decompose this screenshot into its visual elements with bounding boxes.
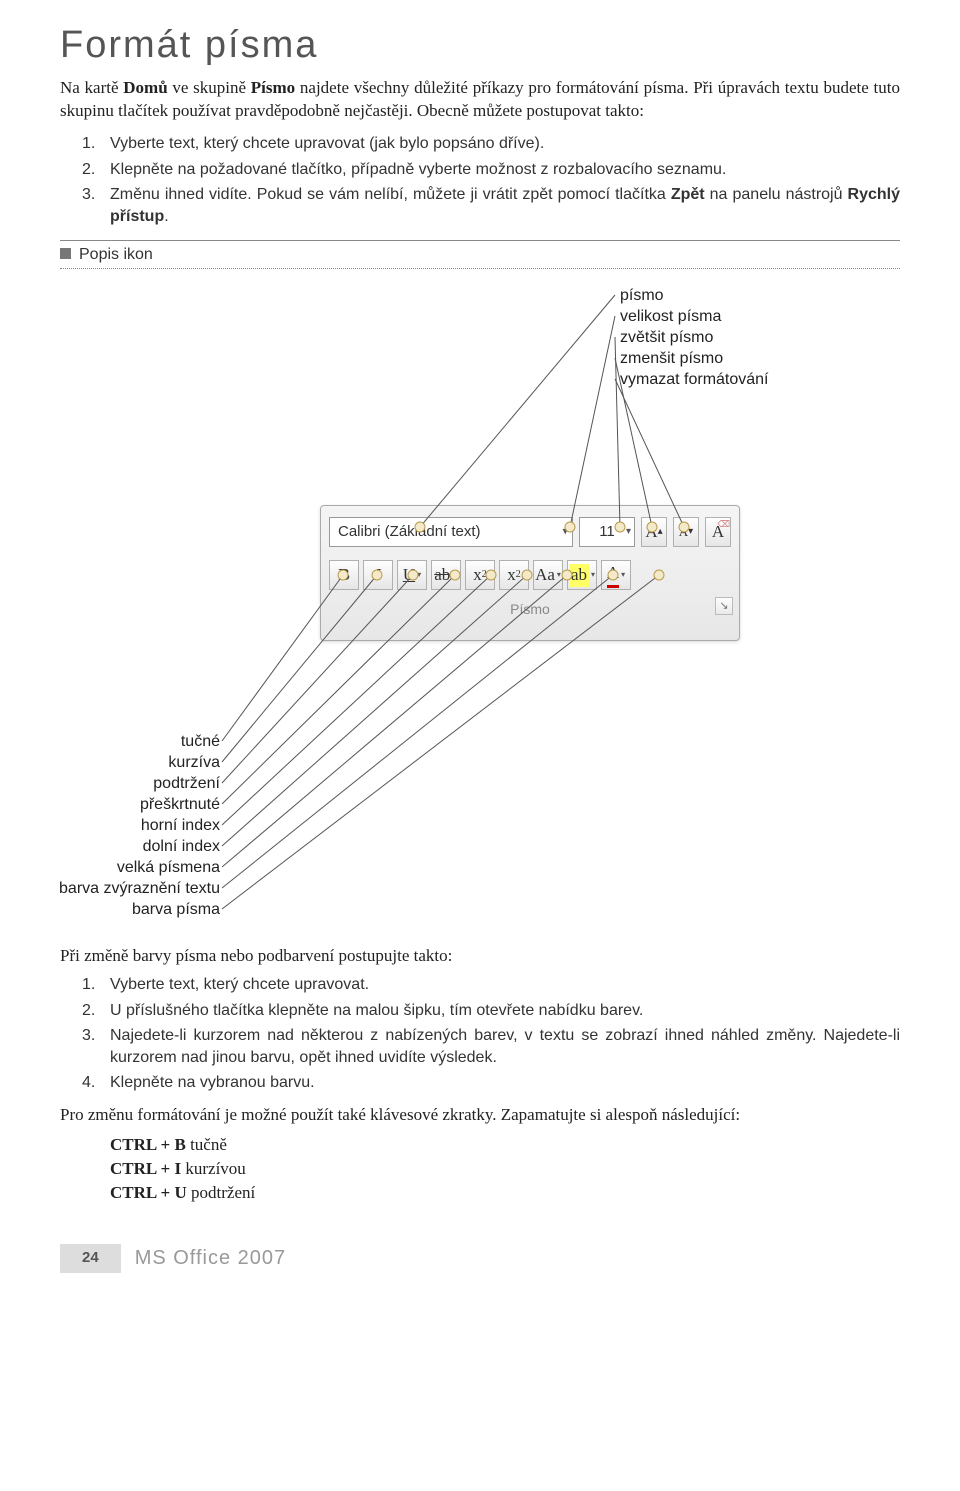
step-item: 3.Najedete-li kurzorem nad některou z na…: [110, 1025, 900, 1068]
intro-paragraph: Na kartě Domů ve skupině Písmo najdete v…: [60, 77, 900, 123]
step-item: 4.Klepněte na vybranou barvu.: [110, 1072, 900, 1094]
icon-diagram: písmo velikost písma zvětšit písmo zmenš…: [60, 275, 900, 935]
shortcut-item: CTRL + I kurzívou: [110, 1157, 900, 1181]
page-number: 24: [60, 1244, 121, 1272]
page-title: Formát písma: [60, 20, 900, 71]
bullet-icon: [60, 248, 71, 259]
leader-lines: [60, 275, 900, 935]
step-item: 1.Vyberte text, který chcete upravovat (…: [110, 133, 900, 155]
step-item: 2.U příslušného tlačítka klepněte na mal…: [110, 1000, 900, 1022]
step-item: 1.Vyberte text, který chcete upravovat.: [110, 974, 900, 996]
steps-list-1: 1.Vyberte text, který chcete upravovat (…: [60, 133, 900, 227]
section-heading: Popis ikon: [60, 241, 900, 270]
shortcuts-list: CTRL + B tučně CTRL + I kurzívou CTRL + …: [60, 1133, 900, 1204]
steps-list-2: 1.Vyberte text, který chcete upravovat. …: [60, 974, 900, 1094]
outro-paragraph: Pro změnu formátování je možné použít ta…: [60, 1104, 900, 1127]
shortcut-item: CTRL + B tučně: [110, 1133, 900, 1157]
page-footer: 24 MS Office 2007: [60, 1244, 900, 1272]
color-intro: Při změně barvy písma nebo podbarvení po…: [60, 945, 900, 968]
step-item: 2.Klepněte na požadované tlačítko, přípa…: [110, 159, 900, 181]
shortcut-item: CTRL + U podtržení: [110, 1181, 900, 1205]
step-item: 3.Změnu ihned vidíte. Pokud se vám nelíb…: [110, 184, 900, 227]
book-title: MS Office 2007: [135, 1245, 286, 1272]
